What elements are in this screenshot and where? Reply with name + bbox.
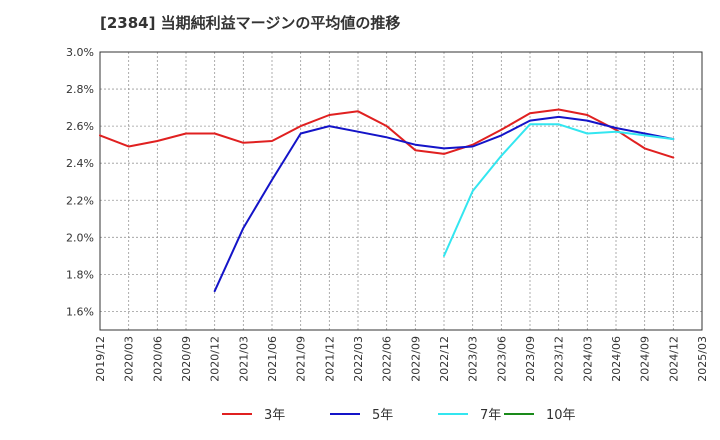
y-tick-label: 2.2% [66,194,94,207]
x-tick-label: 2021/09 [295,336,308,382]
x-tick-label: 2022/06 [381,336,394,382]
x-tick-label: 2023/03 [467,336,480,382]
legend-label: 5年 [372,408,393,423]
x-tick-label: 2024/12 [667,336,680,382]
x-tick-label: 2019/12 [94,336,107,382]
x-tick-label: 2022/09 [409,336,422,382]
x-tick-label: 2025/03 [696,336,709,382]
x-tick-label: 2024/06 [610,336,623,382]
x-tick-label: 2020/12 [209,336,222,382]
x-tick-label: 2020/09 [180,336,193,382]
x-tick-label: 2020/06 [151,336,164,382]
legend-label: 7年 [480,408,501,423]
x-tick-label: 2024/03 [581,336,594,382]
legend-label: 3年 [264,408,285,423]
y-tick-label: 2.0% [66,231,94,244]
x-tick-label: 2021/03 [237,336,250,382]
y-tick-label: 1.6% [66,305,94,318]
x-tick-label: 2023/09 [524,336,537,382]
x-tick-label: 2022/03 [352,336,365,382]
y-tick-label: 2.8% [66,83,94,96]
x-tick-label: 2020/03 [123,336,136,382]
x-tick-label: 2023/12 [553,336,566,382]
plot-area-border [99,51,703,331]
series-line-0 [99,108,675,159]
y-tick-label: 3.0% [66,46,94,59]
x-tick-label: 2023/06 [495,336,508,382]
y-tick-label: 2.4% [66,157,94,170]
y-tick-label: 1.8% [66,268,94,281]
legend-label: 10年 [546,408,576,423]
series-line-1 [213,115,675,293]
chart-title: [2384] 当期純利益マージンの平均値の推移 [100,14,401,32]
series-line-2 [443,123,675,257]
x-tick-label: 2022/12 [438,336,451,382]
y-tick-label: 2.6% [66,120,94,133]
x-tick-label: 2021/12 [323,336,336,382]
x-tick-label: 2024/09 [639,336,652,382]
x-tick-label: 2021/06 [266,336,279,382]
